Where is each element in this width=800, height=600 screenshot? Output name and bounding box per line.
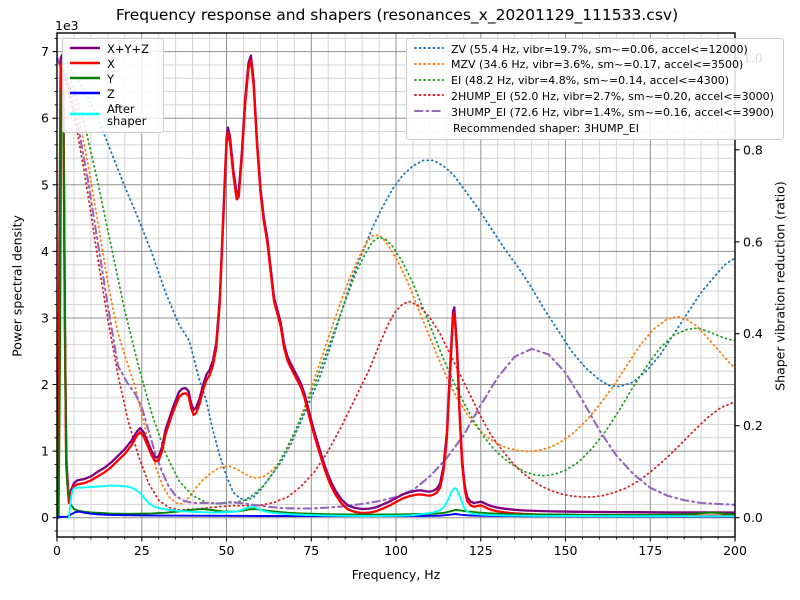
legend-shapers: ZV (55.4 Hz, vibr=19.7%, sm~=0.06, accel… [406,38,784,141]
svg-text:50: 50 [219,543,235,558]
gridlines [56,33,736,537]
legend-item: X+Y+Z [69,42,155,56]
legend-item: ZV (55.4 Hz, vibr=19.7%, sm~=0.06, accel… [414,43,774,56]
svg-text:175: 175 [638,543,662,558]
series-after-shaper [67,484,735,519]
y-axis-offset-label: 1e3 [55,18,79,33]
line-swatch-icon [69,58,101,71]
legend-label: After shaper [107,101,147,129]
svg-text:4: 4 [41,244,49,259]
line-swatch-icon [414,106,444,119]
series-ei [57,56,735,505]
svg-text:75: 75 [303,543,319,558]
svg-text:7: 7 [41,44,49,59]
legend-label: Z [107,86,115,101]
line-swatch-icon [414,59,444,72]
legend-label: MZV (34.6 Hz, vibr=3.6%, sm~=0.17, accel… [451,58,744,72]
legend-label: 3HUMP_EI (72.6 Hz, vibr=1.4%, sm~=0.16, … [451,105,774,119]
y-axis-label-left: Power spectral density [9,215,25,357]
recommended-shaper-note: Recommended shaper: 3HUMP_EI [453,122,639,136]
line-swatch-icon [414,75,444,88]
series-zv [57,56,735,502]
svg-text:125: 125 [469,543,493,558]
legend-psd: X+Y+Z X Y Z After shaper [62,38,164,134]
series-x [57,59,735,519]
series-2hump-ei [57,56,735,511]
plot-border [56,32,736,538]
svg-text:150: 150 [554,543,578,558]
legend-label: 2HUMP_EI (52.0 Hz, vibr=2.7%, sm~=0.20, … [451,89,774,103]
line-swatch-icon [414,90,444,103]
legend-label: EI (48.2 Hz, vibr=4.8%, sm~=0.14, accel<… [451,74,729,88]
line-swatch-icon [69,43,101,56]
svg-text:3: 3 [41,311,49,326]
svg-text:2: 2 [41,377,49,392]
chart-title: Frequency response and shapers (resonanc… [115,6,679,24]
svg-text:0: 0 [53,543,61,558]
series-y [57,83,735,519]
legend-label: Y [107,71,115,86]
line-swatch-icon [69,109,101,122]
svg-text:5: 5 [41,177,49,192]
y-axis-label-right: Shaper vibration reduction (ratio) [772,181,788,391]
series-3hump-ei [57,56,735,510]
x-axis-label: Frequency, Hz [351,567,441,582]
svg-text:200: 200 [723,543,747,558]
svg-text:25: 25 [134,543,150,558]
series-mzv [57,56,735,505]
svg-text:0.8: 0.8 [743,142,763,157]
svg-text:1: 1 [41,444,49,459]
legend-item: MZV (34.6 Hz, vibr=3.6%, sm~=0.17, accel… [414,58,774,72]
legend-item: Z [69,86,155,101]
legend-label: X [107,56,115,71]
legend-item: After shaper [69,101,155,129]
legend-item: 2HUMP_EI (52.0 Hz, vibr=2.7%, sm~=0.20, … [414,90,774,103]
svg-text:0.2: 0.2 [743,418,763,433]
line-swatch-icon [69,88,101,101]
series-lines [57,53,735,519]
legend-label: ZV (55.4 Hz, vibr=19.7%, sm~=0.06, accel… [451,42,748,56]
svg-text:0: 0 [41,510,49,525]
legend-item: Y [69,71,155,86]
svg-text:0.0: 0.0 [743,510,763,525]
svg-text:100: 100 [384,543,408,558]
svg-text:6: 6 [41,111,49,126]
legend-item: EI (48.2 Hz, vibr=4.8%, sm~=0.14, accel<… [414,74,774,88]
line-swatch-icon [414,43,444,56]
legend-item: X [69,56,155,71]
svg-text:0.6: 0.6 [743,234,763,249]
legend-item: 3HUMP_EI (72.6 Hz, vibr=1.4%, sm~=0.16, … [414,106,774,119]
legend-label: X+Y+Z [107,42,150,56]
svg-text:0.4: 0.4 [743,326,763,341]
line-swatch-icon [69,73,101,86]
